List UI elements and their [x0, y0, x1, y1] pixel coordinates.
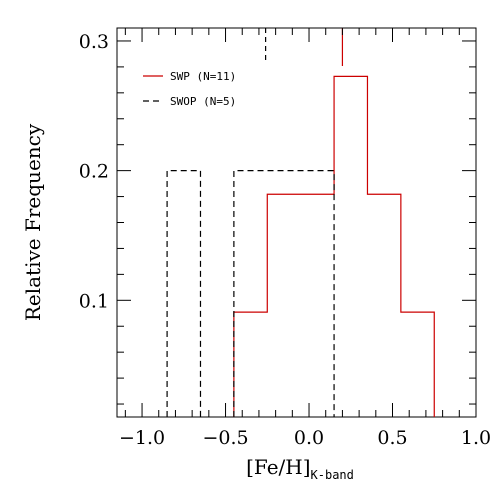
x-tick-label: 0.0 — [294, 427, 324, 449]
y-tick-label: 0.1 — [79, 290, 109, 312]
plot-frame — [116, 27, 477, 418]
histogram-series-2 — [166, 170, 335, 417]
legend-label: SWOP (N=5) — [170, 95, 236, 108]
legend-label: SWP (N=11) — [170, 70, 236, 83]
y-tick-label: 0.2 — [79, 161, 109, 183]
legend: SWP (N=11) SWOP (N=5) — [143, 70, 236, 108]
x-axis-label: [Fe/H]K-band — [246, 455, 354, 482]
y-axis-label: Relative Frequency — [21, 123, 45, 321]
histogram-series-1 — [233, 75, 435, 417]
x-tick-label: −1.0 — [119, 427, 165, 449]
x-tick-label: −0.5 — [202, 427, 248, 449]
x-axis-label-subscript: K-band — [311, 468, 354, 482]
x-tick-label: 1.0 — [461, 427, 491, 449]
x-axis-label-main: [Fe/H] — [246, 455, 310, 479]
x-tick-label: 0.5 — [377, 427, 407, 449]
y-tick-label: 0.3 — [79, 31, 109, 53]
